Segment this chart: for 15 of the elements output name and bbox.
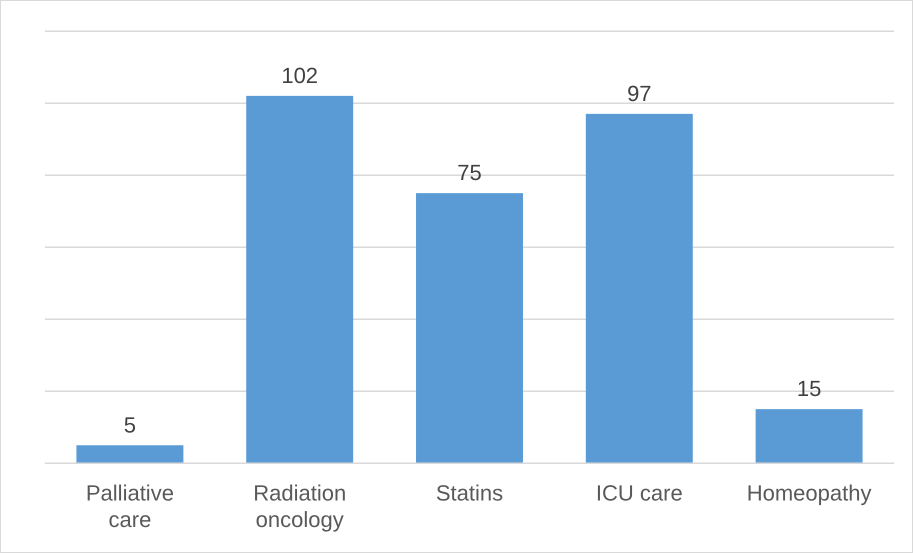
data-label: 15 (796, 376, 822, 402)
data-label: 75 (457, 160, 482, 186)
x-tick-label: Palliative care (86, 480, 174, 532)
bar (756, 409, 863, 462)
bar (586, 114, 693, 462)
bar (416, 193, 523, 462)
x-tick-label: Statins (436, 480, 504, 506)
x-tick-label: Homeopathy (746, 480, 872, 506)
bar (76, 445, 184, 462)
x-tick-label: Radiation oncology (253, 480, 346, 532)
data-label: 5 (124, 412, 136, 438)
x-tick-label: ICU care (596, 480, 683, 506)
data-label: 97 (627, 80, 652, 106)
bar (246, 96, 354, 462)
data-label: 102 (281, 62, 318, 88)
